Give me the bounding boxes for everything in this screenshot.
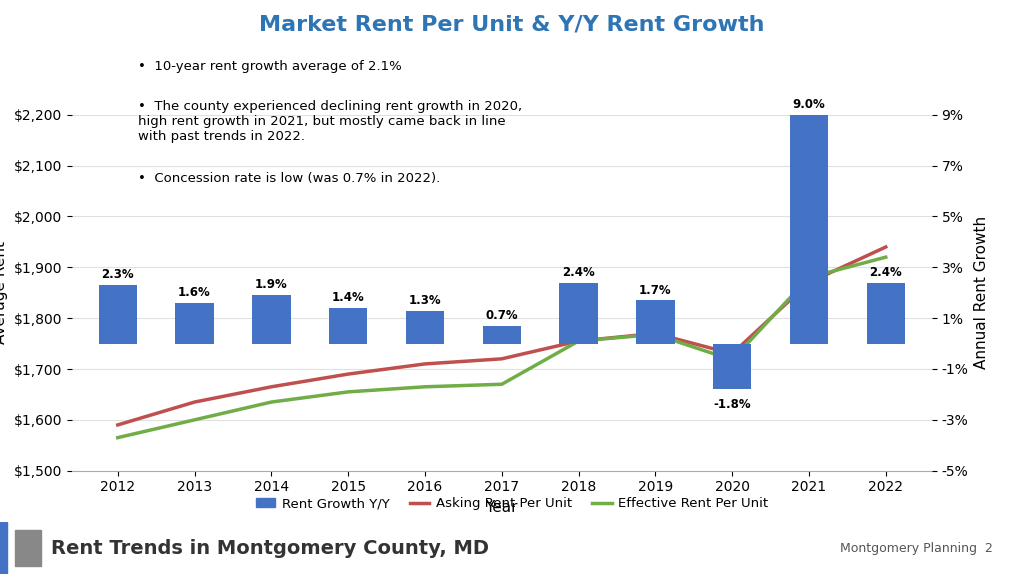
Bar [636, 300, 675, 344]
Asking Rent Per Unit [649, 330, 662, 337]
Asking Rent Per Unit [112, 421, 124, 428]
Y-axis label: Annual Rent Growth: Annual Rent Growth [974, 216, 989, 369]
Text: Montgomery Planning  2: Montgomery Planning 2 [841, 542, 993, 554]
Bar [329, 308, 368, 344]
Bar [713, 344, 752, 389]
Text: 1.4%: 1.4% [332, 291, 365, 304]
Effective Rent Per Unit [112, 434, 124, 441]
Text: 1.9%: 1.9% [255, 278, 288, 292]
Effective Rent Per Unit [342, 389, 354, 395]
Effective Rent Per Unit [265, 398, 278, 405]
X-axis label: Year: Year [485, 500, 518, 515]
Effective Rent Per Unit [726, 356, 738, 363]
Text: 1.6%: 1.6% [178, 286, 211, 299]
Effective Rent Per Unit [572, 338, 585, 344]
Asking Rent Per Unit [342, 371, 354, 378]
Text: 0.7%: 0.7% [485, 309, 518, 322]
Bar [252, 295, 291, 344]
Text: •  10-year rent growth average of 2.1%: • 10-year rent growth average of 2.1% [138, 60, 402, 73]
Effective Rent Per Unit [880, 254, 892, 261]
Effective Rent Per Unit [649, 331, 662, 338]
Asking Rent Per Unit [265, 383, 278, 390]
Text: 2.4%: 2.4% [562, 266, 595, 279]
Text: Rent Trends in Montgomery County, MD: Rent Trends in Montgomery County, MD [51, 538, 489, 558]
Text: 2.4%: 2.4% [869, 266, 902, 279]
Text: -1.8%: -1.8% [714, 398, 751, 411]
Asking Rent Per Unit [803, 279, 815, 286]
Asking Rent Per Unit [880, 243, 892, 250]
Bar [175, 303, 214, 344]
Bar [482, 326, 521, 344]
Legend: Rent Growth Y/Y, Asking Rent Per Unit, Effective Rent Per Unit: Rent Growth Y/Y, Asking Rent Per Unit, E… [250, 492, 774, 516]
Bar [866, 282, 905, 344]
Bar [790, 115, 828, 344]
Text: 1.3%: 1.3% [409, 294, 441, 307]
Asking Rent Per Unit [572, 338, 585, 344]
Bar [98, 285, 137, 344]
Bar [559, 282, 598, 344]
Bar [406, 311, 444, 344]
Effective Rent Per Unit [803, 274, 815, 281]
Line: Asking Rent Per Unit: Asking Rent Per Unit [118, 247, 886, 425]
Asking Rent Per Unit [726, 350, 738, 357]
Bar [15, 530, 41, 566]
Asking Rent Per Unit [188, 398, 201, 405]
Effective Rent Per Unit [419, 383, 431, 390]
Effective Rent Per Unit [188, 416, 201, 423]
Text: 1.7%: 1.7% [639, 284, 672, 297]
Text: Market Rent Per Unit & Y/Y Rent Growth: Market Rent Per Unit & Y/Y Rent Growth [259, 14, 765, 34]
Asking Rent Per Unit [419, 360, 431, 367]
Text: •  The county experienced declining rent growth in 2020,
high rent growth in 202: • The county experienced declining rent … [138, 100, 522, 144]
Effective Rent Per Unit [496, 381, 508, 387]
Asking Rent Per Unit [496, 355, 508, 362]
Text: 2.3%: 2.3% [101, 268, 134, 281]
Bar [0, 522, 7, 574]
Text: 9.0%: 9.0% [793, 98, 825, 111]
Y-axis label: Average Rent: Average Rent [0, 241, 8, 344]
Text: •  Concession rate is low (was 0.7% in 2022).: • Concession rate is low (was 0.7% in 20… [138, 172, 440, 185]
Line: Effective Rent Per Unit: Effective Rent Per Unit [118, 257, 886, 437]
